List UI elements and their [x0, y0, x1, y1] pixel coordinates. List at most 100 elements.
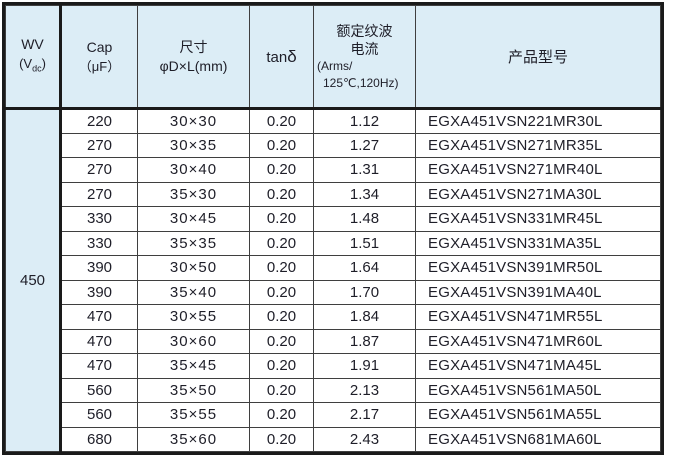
cell-cap: 330: [60, 206, 138, 232]
cell-ripple: 1.12: [313, 108, 416, 134]
cell-model: EGXA451VSN391MA40L: [415, 279, 661, 305]
cell-ripple: 1.91: [313, 353, 416, 379]
cell-cap: 220: [60, 108, 138, 134]
cell-ripple: 1.48: [313, 206, 416, 232]
table-row: 450 220 30×30 0.20 1.12 EGXA451VSN221MR3…: [5, 108, 661, 452]
cell-size: 35×40: [137, 279, 250, 305]
cell-size: 35×45: [137, 353, 250, 379]
cell-model: EGXA451VSN471MR60L: [415, 328, 661, 354]
cell-cap: 390: [60, 279, 138, 305]
cell-model: EGXA451VSN391MR50L: [415, 255, 661, 281]
cell-tand: 0.20: [249, 304, 314, 330]
header-cap: Cap （μF）: [60, 5, 138, 110]
cell-model: EGXA451VSN271MR35L: [415, 132, 661, 158]
cell-size: 30×50: [137, 255, 250, 281]
cell-model: EGXA451VSN471MR55L: [415, 304, 661, 330]
table-row: 270 30×40 0.20 1.31 EGXA451VSN271MR40L: [6, 157, 661, 183]
table-row: 270 30×35 0.20 1.27 EGXA451VSN271MR35L: [6, 132, 661, 158]
cell-model: EGXA451VSN221MR30L: [415, 108, 661, 134]
cell-ripple: 1.34: [313, 181, 416, 207]
header-size-unit: φD×L(mm): [159, 57, 228, 74]
header-cap-unit: （μF）: [78, 58, 121, 74]
cell-cap: 560: [60, 402, 138, 428]
spec-table-container: WV (Vdc) Cap （μF） 尺寸 φD×L(mm) tanδ 额定纹波 …: [2, 2, 664, 455]
cell-model: EGXA451VSN271MR40L: [415, 157, 661, 183]
header-row: WV (Vdc) Cap （μF） 尺寸 φD×L(mm) tanδ 额定纹波 …: [5, 5, 661, 110]
table-row: 470 30×55 0.20 1.84 EGXA451VSN471MR55L: [6, 304, 661, 330]
cell-tand: 0.20: [249, 157, 314, 183]
cell-ripple: 1.87: [313, 328, 416, 354]
cell-model: EGXA451VSN561MA55L: [415, 402, 661, 428]
table-row: 270 35×30 0.20 1.34 EGXA451VSN271MA30L: [6, 181, 661, 207]
table-row: 680 35×60 0.20 2.43 EGXA451VSN681MA60L: [6, 426, 661, 452]
table-row: 470 30×60 0.20 1.87 EGXA451VSN471MR60L: [6, 328, 661, 354]
capacitor-spec-table: WV (Vdc) Cap （μF） 尺寸 φD×L(mm) tanδ 额定纹波 …: [5, 5, 661, 452]
cell-tand: 0.20: [249, 402, 314, 428]
cell-ripple: 1.70: [313, 279, 416, 305]
cell-size: 30×30: [137, 108, 250, 134]
header-wv-unit: (Vdc): [19, 55, 46, 74]
cell-cap: 270: [60, 181, 138, 207]
cell-cap: 470: [60, 353, 138, 379]
cell-ripple: 1.51: [313, 230, 416, 256]
cell-tand: 0.20: [249, 206, 314, 232]
table-row: 390 30×50 0.20 1.64 EGXA451VSN391MR50L: [6, 255, 661, 281]
cell-model: EGXA451VSN471MA45L: [415, 353, 661, 379]
table-row: 390 35×40 0.20 1.70 EGXA451VSN391MA40L: [6, 279, 661, 305]
cell-size: 30×40: [137, 157, 250, 183]
header-ripple-current: 额定纹波 电流 (Arms/ 125℃,120Hz): [313, 5, 416, 110]
table-row: 330 35×35 0.20 1.51 EGXA451VSN331MA35L: [6, 230, 661, 256]
cell-size: 30×35: [137, 132, 250, 158]
cell-size: 30×45: [137, 206, 250, 232]
cell-model: EGXA451VSN681MA60L: [415, 426, 661, 452]
cell-size: 35×55: [137, 402, 250, 428]
wv-value-cell: 450: [5, 108, 62, 452]
header-tan-prefix: tan: [266, 48, 288, 66]
cell-cap: 270: [60, 132, 138, 158]
cell-tand: 0.20: [249, 108, 314, 134]
cell-cap: 270: [60, 157, 138, 183]
header-ripple-line2: 电流: [350, 40, 379, 57]
cell-cap: 680: [60, 426, 138, 452]
cell-tand: 0.20: [249, 426, 314, 452]
cell-ripple: 2.13: [313, 377, 416, 403]
header-tan-delta: tanδ: [249, 5, 314, 110]
cell-tand: 0.20: [249, 255, 314, 281]
cell-tand: 0.20: [249, 353, 314, 379]
cell-cap: 330: [60, 230, 138, 256]
cell-model: EGXA451VSN271MA30L: [415, 181, 661, 207]
header-tan-delta-glyph: δ: [287, 46, 297, 66]
cell-ripple: 2.43: [313, 426, 416, 452]
cell-tand: 0.20: [249, 328, 314, 354]
cell-ripple: 1.64: [313, 255, 416, 281]
cell-size: 35×60: [137, 426, 250, 452]
cell-size: 35×50: [137, 377, 250, 403]
header-ripple-line3: (Arms/: [317, 58, 353, 73]
table-row: 560 35×50 0.20 2.13 EGXA451VSN561MA50L: [6, 377, 661, 403]
table-row: 470 35×45 0.20 1.91 EGXA451VSN471MA45L: [6, 353, 661, 379]
cell-tand: 0.20: [249, 230, 314, 256]
cell-cap: 390: [60, 255, 138, 281]
header-ripple-line1: 额定纹波: [336, 22, 393, 39]
cell-model: EGXA451VSN331MR45L: [415, 206, 661, 232]
table-row: 560 35×55 0.20 2.17 EGXA451VSN561MA55L: [6, 402, 661, 428]
cell-tand: 0.20: [249, 279, 314, 305]
cell-cap: 470: [60, 304, 138, 330]
cell-model: EGXA451VSN561MA50L: [415, 377, 661, 403]
header-ripple-line4: 125℃,120Hz): [323, 75, 399, 90]
cell-model: EGXA451VSN331MA35L: [415, 230, 661, 256]
cell-size: 30×60: [137, 328, 250, 354]
table-row: 330 30×45 0.20 1.48 EGXA451VSN331MR45L: [6, 206, 661, 232]
header-wv-title: WV: [21, 35, 44, 52]
cell-cap: 560: [60, 377, 138, 403]
cell-size: 35×35: [137, 230, 250, 256]
cell-size: 30×55: [137, 304, 250, 330]
header-wv: WV (Vdc): [5, 5, 62, 110]
header-size: 尺寸 φD×L(mm): [137, 5, 250, 110]
cell-tand: 0.20: [249, 377, 314, 403]
cell-cap: 470: [60, 328, 138, 354]
header-model: 产品型号: [415, 5, 661, 110]
cell-ripple: 2.17: [313, 402, 416, 428]
cell-size: 35×30: [137, 181, 250, 207]
cell-ripple: 1.31: [313, 157, 416, 183]
